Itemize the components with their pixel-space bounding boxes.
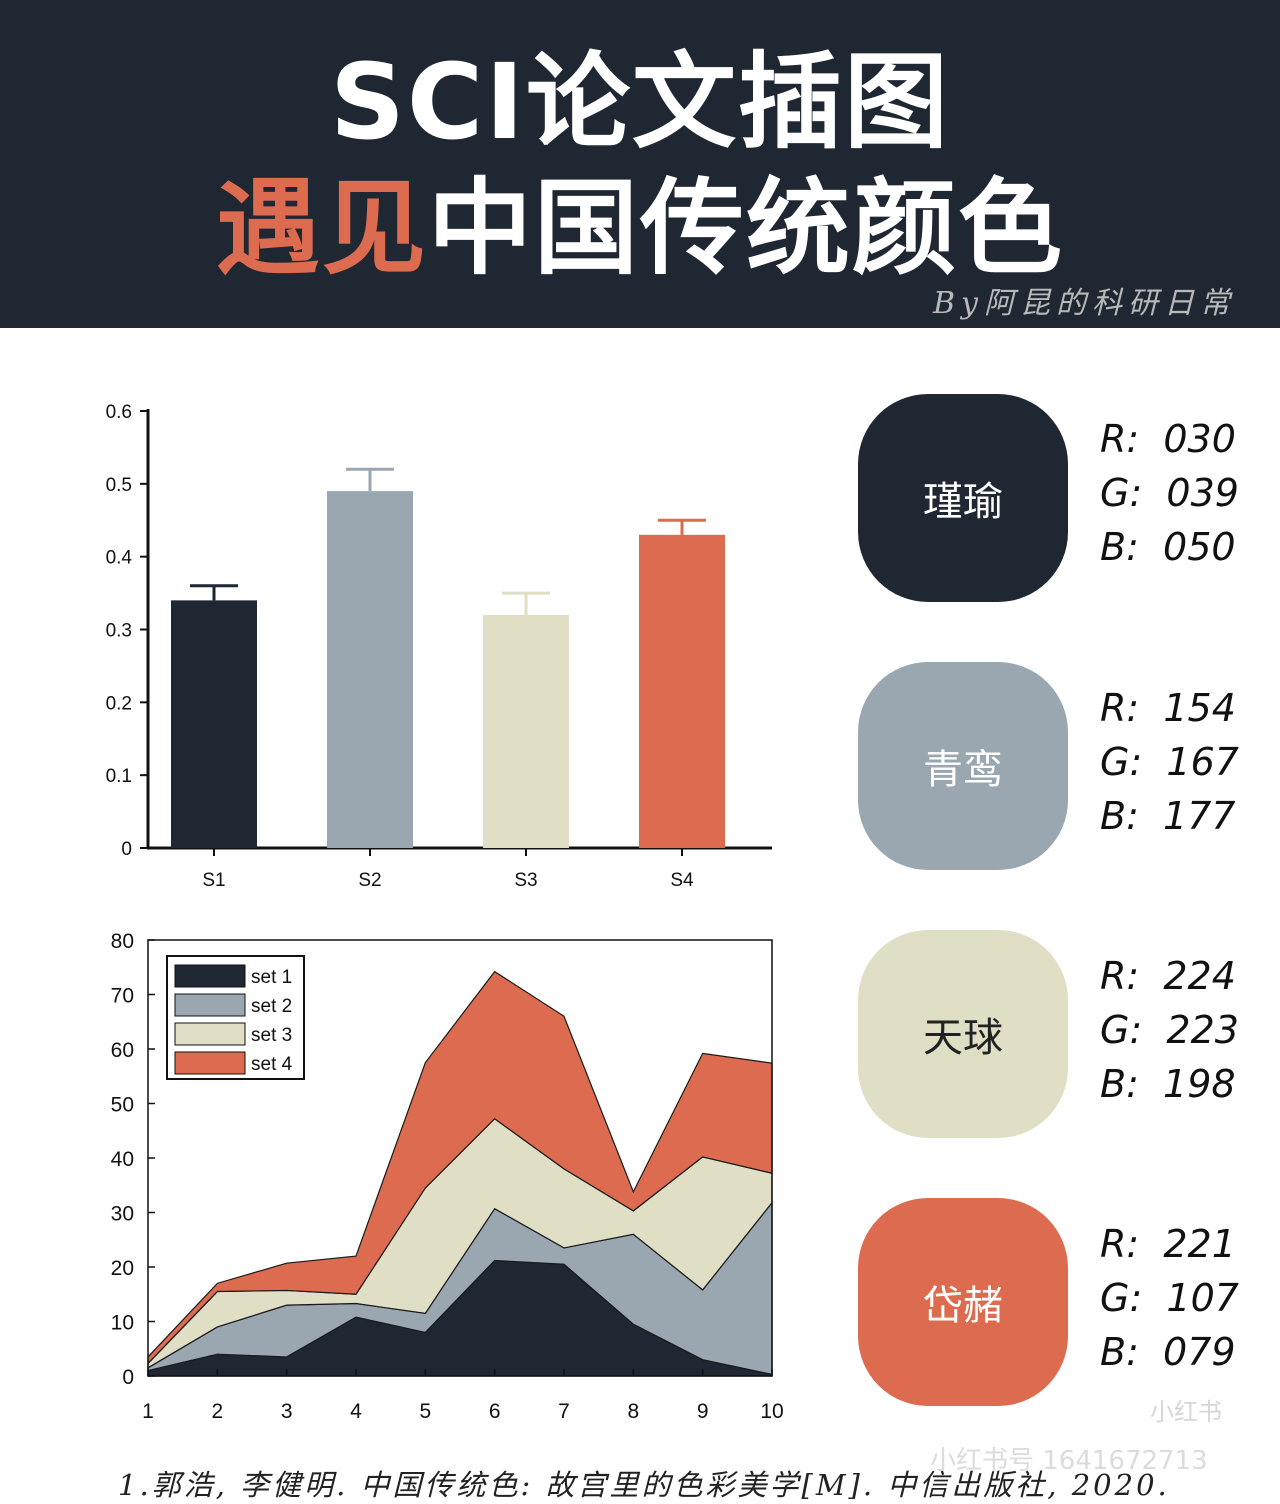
x-tick-label: 4 <box>350 1400 362 1423</box>
watermark-logo: 小红书 <box>1150 1392 1222 1427</box>
legend-swatch <box>175 1023 245 1045</box>
x-tick-label: 5 <box>419 1400 431 1423</box>
legend-label: set 1 <box>251 967 292 988</box>
b-value: B: 198 <box>1100 1057 1270 1111</box>
r-value: R: 154 <box>1100 681 1270 735</box>
g-value: G: 039 <box>1100 466 1270 520</box>
g-value: G: 167 <box>1100 735 1270 789</box>
rgb-values-jinyu: R: 030 G: 039 B: 050 <box>1100 412 1270 574</box>
y-tick-label: 50 <box>111 1094 134 1117</box>
legend-label: set 2 <box>251 996 292 1017</box>
y-tick-label: 10 <box>111 1312 134 1335</box>
rgb-values-qingluan: R: 154 G: 167 B: 177 <box>1100 681 1270 843</box>
x-tick-label: 9 <box>697 1400 709 1423</box>
y-tick-label: 40 <box>111 1148 134 1171</box>
r-value: R: 224 <box>1100 949 1270 1003</box>
swatch-jinyu: 瑾瑜 <box>858 394 1068 602</box>
swatch-qingluan: 青鸾 <box>858 662 1068 870</box>
g-value: G: 223 <box>1100 1003 1270 1057</box>
y-tick-label: 70 <box>111 985 134 1008</box>
y-tick-label: 30 <box>111 1203 134 1226</box>
legend-swatch <box>175 965 245 987</box>
x-tick-label: 1 <box>142 1400 154 1423</box>
y-tick-label: 20 <box>111 1257 134 1280</box>
b-value: B: 177 <box>1100 789 1270 843</box>
x-tick-label: 3 <box>281 1400 293 1423</box>
swatch-daizhe: 岱赭 <box>858 1198 1068 1406</box>
x-tick-label: 6 <box>489 1400 501 1423</box>
swatch-tianqiu: 天球 <box>858 930 1068 1138</box>
rgb-values-tianqiu: R: 224 G: 223 B: 198 <box>1100 949 1270 1111</box>
x-tick-label: 8 <box>627 1400 639 1423</box>
legend-swatch <box>175 1052 245 1074</box>
r-value: R: 030 <box>1100 412 1270 466</box>
r-value: R: 221 <box>1100 1217 1270 1271</box>
rgb-values-daizhe: R: 221 G: 107 B: 079 <box>1100 1217 1270 1379</box>
x-tick-label: 7 <box>558 1400 570 1423</box>
x-tick-label: 10 <box>760 1400 783 1423</box>
y-tick-label: 0 <box>122 1366 134 1389</box>
legend-label: set 4 <box>251 1054 293 1075</box>
y-tick-label: 80 <box>111 930 134 953</box>
legend-label: set 3 <box>251 1025 292 1046</box>
x-tick-label: 2 <box>211 1400 223 1423</box>
b-value: B: 079 <box>1100 1325 1270 1379</box>
y-tick-label: 60 <box>111 1039 134 1062</box>
legend-swatch <box>175 994 245 1016</box>
swatch-name: 青鸾 <box>923 737 1003 795</box>
g-value: G: 107 <box>1100 1271 1270 1325</box>
swatch-name: 天球 <box>923 1005 1003 1063</box>
swatch-name: 岱赭 <box>923 1273 1003 1331</box>
reference-citation: 1.郭浩, 李健明. 中国传统色: 故宫里的色彩美学[M]. 中信出版社, 20… <box>118 1462 1278 1504</box>
swatch-name: 瑾瑜 <box>923 469 1003 527</box>
b-value: B: 050 <box>1100 520 1270 574</box>
